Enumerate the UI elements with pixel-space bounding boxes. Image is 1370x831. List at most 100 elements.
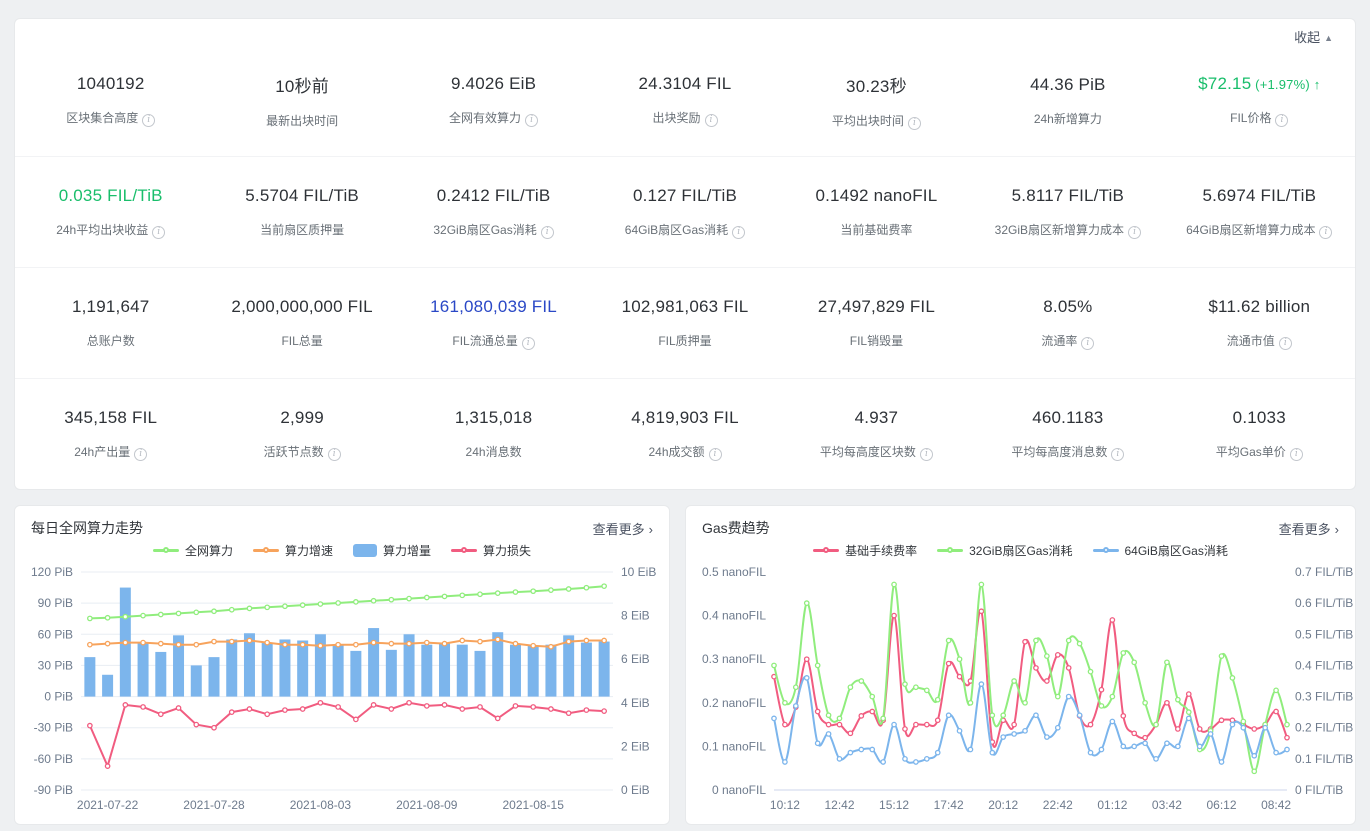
stat-cell: 0.1033 平均Gas单价 i [1164, 408, 1355, 461]
stat-value: 8.05% [1043, 296, 1093, 316]
stat-cell: 44.36 PiB 24h新增算力 [972, 75, 1163, 127]
collapse-toggle[interactable]: 收起 ▲ [1294, 27, 1333, 46]
legend-label: 算力损失 [483, 543, 532, 558]
stat-label: FIL价格 i [1164, 109, 1355, 127]
info-icon[interactable]: i [1289, 447, 1303, 461]
legend-item[interactable]: 64GiB扇区Gas消耗 [1092, 542, 1228, 559]
stat-label: 全网有效算力 i [398, 109, 589, 127]
info-icon[interactable]: i [327, 447, 341, 461]
stat-cell: 27,497,829 FIL FIL销毁量 [781, 297, 972, 349]
stat-cell: 1,191,647 总账户数 [15, 297, 206, 349]
stat-value: 10秒前 [275, 77, 329, 96]
stat-cell: $72.15 (+1.97%) ↑ FIL价格 i [1164, 74, 1355, 127]
stat-label: 24h产出量 i [15, 443, 206, 461]
stat-cell: 1040192 区块集合高度 i [15, 74, 206, 127]
legend-item[interactable]: 算力增速 [252, 542, 333, 559]
svg-text:08:42: 08:42 [1261, 798, 1291, 812]
legend-item[interactable]: 基础手续费率 [813, 542, 917, 559]
stat-value: 44.36 PiB [1030, 74, 1106, 94]
info-icon[interactable]: i [732, 225, 746, 239]
view-more-label: 查看更多 [592, 521, 645, 537]
legend-label: 32GiB扇区Gas消耗 [969, 543, 1073, 558]
info-icon[interactable]: i [152, 225, 166, 239]
svg-text:8 EiB: 8 EiB [621, 609, 650, 623]
stat-label: 24h消息数 [465, 445, 522, 459]
info-icon[interactable]: i [1275, 114, 1289, 127]
legend-line-marker [1092, 547, 1119, 553]
info-icon[interactable]: i [134, 447, 148, 461]
svg-text:20:12: 20:12 [988, 798, 1018, 812]
stat-cell: 1,315,018 24h消息数 [398, 408, 589, 460]
stat-value: 4,819,903 FIL [631, 407, 739, 427]
info-icon[interactable]: i [1111, 447, 1125, 461]
legend-line-marker [451, 547, 478, 553]
stat-value: 9.4026 EiB [450, 74, 537, 93]
stat-label: 64GiB扇区Gas消耗 i [589, 221, 780, 239]
stat-value[interactable]: 161,080,039 FIL [430, 296, 557, 316]
stat-label: 区块集合高度 i [15, 109, 206, 127]
legend-line-marker [937, 547, 964, 553]
stat-cell: 161,080,039 FIL FIL流通总量 i [398, 297, 589, 350]
svg-text:-90 PiB: -90 PiB [34, 783, 73, 797]
info-icon[interactable]: i [704, 114, 718, 127]
stat-label: 平均出块时间 i [781, 112, 972, 130]
info-icon[interactable]: i [1319, 225, 1333, 239]
stat-label: 64GiB扇区新增算力成本 i [1164, 221, 1355, 239]
info-icon[interactable]: i [919, 447, 933, 461]
info-icon[interactable]: i [1081, 336, 1095, 350]
stat-label: 当前扇区质押量 [260, 223, 345, 237]
svg-text:06:12: 06:12 [1206, 798, 1236, 812]
stat-value: $72.15 (+1.97%) ↑ [1198, 74, 1321, 93]
stats-row: 1,191,647 总账户数 2,000,000,000 FIL FIL总量 161,0… [15, 267, 1355, 378]
svg-text:120 PiB: 120 PiB [31, 565, 73, 579]
stat-label: FIL总量 [281, 334, 323, 348]
info-icon[interactable]: i [142, 114, 156, 127]
legend-item[interactable]: 算力增量 [353, 542, 431, 559]
power-trend-legend: 全网算力 算力增速 算力增量 算力损失 [15, 538, 669, 562]
svg-text:2 EiB: 2 EiB [621, 739, 650, 753]
legend-item[interactable]: 算力损失 [451, 542, 531, 559]
stat-value: 0.1033 [1232, 407, 1286, 427]
power-trend-view-more-link[interactable]: 查看更多 › [593, 519, 653, 538]
stat-value: 460.1183 [1032, 407, 1104, 427]
power-trend-title: 每日全网算力走势 [31, 520, 143, 536]
stat-cell: 5.5704 FIL/TiB 当前扇区质押量 [206, 186, 397, 238]
svg-text:0.6 FIL/TiB: 0.6 FIL/TiB [1295, 596, 1353, 610]
stat-value: 5.6974 FIL/TiB [1202, 185, 1317, 205]
svg-text:2021-08-09: 2021-08-09 [396, 798, 458, 812]
stat-label: 流通市值 i [1164, 332, 1355, 350]
gas-fee-trend-chart: 0.5 nanoFIL 0.4 nanoFIL 0.3 nanoFIL 0.2 nan… [702, 565, 1353, 812]
stat-cell: 9.4026 EiB 全网有效算力 i [398, 74, 589, 127]
svg-text:0.7 FIL/TiB: 0.7 FIL/TiB [1295, 565, 1353, 579]
stat-label: 当前基础费率 [840, 223, 913, 237]
stats-row: 1040192 区块集合高度 i 10秒前 最新出块时间 9.4026 EiB 全网有效算力… [15, 45, 1355, 156]
svg-text:0.4 nanoFIL: 0.4 nanoFIL [702, 609, 766, 623]
chevron-right-icon: › [1334, 521, 1339, 537]
info-icon[interactable]: i [540, 225, 554, 239]
svg-text:2021-07-28: 2021-07-28 [183, 798, 245, 812]
stat-value: 1,191,647 [71, 297, 150, 316]
info-icon[interactable]: i [708, 447, 722, 461]
stat-cell: 8.05% 流通率 i [972, 297, 1163, 350]
stat-value: 0.1492 nanoFIL [815, 186, 938, 205]
info-icon[interactable]: i [1278, 336, 1292, 350]
gas-fee-view-more-link[interactable]: 查看更多 › [1279, 519, 1339, 538]
collapse-label: 收起 [1294, 30, 1321, 45]
stat-value: 345,158 FIL [64, 407, 158, 427]
info-icon[interactable]: i [907, 116, 921, 130]
info-icon[interactable]: i [521, 336, 535, 350]
stat-label: 24h新增算力 [1033, 111, 1102, 126]
chevron-right-icon: › [648, 521, 653, 537]
svg-text:15:12: 15:12 [879, 798, 909, 812]
stat-value: $11.62 billion [1208, 296, 1311, 316]
stat-value: 0.035 FIL/TiB [58, 185, 163, 205]
info-icon[interactable]: i [1128, 225, 1142, 239]
legend-bar-swatch [353, 543, 377, 557]
legend-item[interactable]: 32GiB扇区Gas消耗 [937, 542, 1073, 559]
svg-text:0.5 FIL/TiB: 0.5 FIL/TiB [1295, 627, 1353, 641]
info-icon[interactable]: i [525, 114, 539, 127]
svg-text:-60 PiB: -60 PiB [34, 752, 73, 766]
legend-item[interactable]: 全网算力 [152, 542, 233, 559]
svg-text:90 PiB: 90 PiB [38, 596, 73, 610]
stat-value: 1040192 [76, 74, 145, 93]
